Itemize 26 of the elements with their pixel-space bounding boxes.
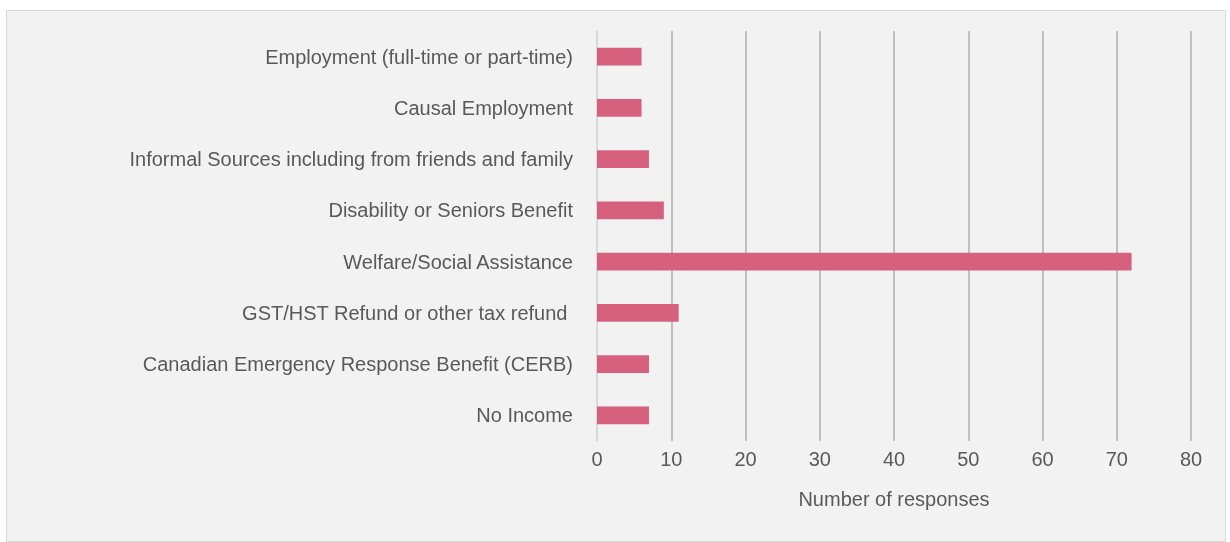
x-tick-label: 60	[1031, 448, 1054, 470]
y-tick-label: Informal Sources including from friends and family	[129, 148, 573, 171]
bar	[597, 201, 664, 220]
x-tick-label: 30	[808, 448, 831, 470]
bar	[597, 252, 1132, 271]
x-tick-label: 80	[1179, 448, 1203, 470]
x-tick-label: 10	[660, 448, 683, 470]
bar	[597, 355, 649, 374]
x-tick-label: 0	[591, 448, 603, 470]
bar	[597, 150, 649, 169]
bar	[597, 406, 649, 425]
x-tick-label: 70	[1105, 448, 1128, 470]
x-axis-title: Number of responses	[798, 488, 990, 510]
bar	[597, 303, 679, 322]
bar	[597, 98, 642, 117]
y-tick-label: Welfare/Social Assistance	[343, 250, 573, 273]
x-tick-label: 50	[957, 448, 980, 470]
y-tick-label: Canadian Emergency Response Benefit (CERB)	[142, 353, 573, 376]
y-tick-label: Causal Employment	[394, 96, 574, 119]
bar	[597, 47, 642, 66]
x-tick-label: 40	[882, 448, 906, 470]
y-tick-label: No Income	[476, 404, 573, 427]
y-tick-label: GST/HST Refund or other tax refund	[242, 301, 573, 324]
x-tick-label: 20	[734, 448, 757, 470]
y-tick-label: Disability or Seniors Benefit	[328, 199, 574, 222]
y-tick-label: Employment (full-time or part-time)	[265, 45, 573, 68]
